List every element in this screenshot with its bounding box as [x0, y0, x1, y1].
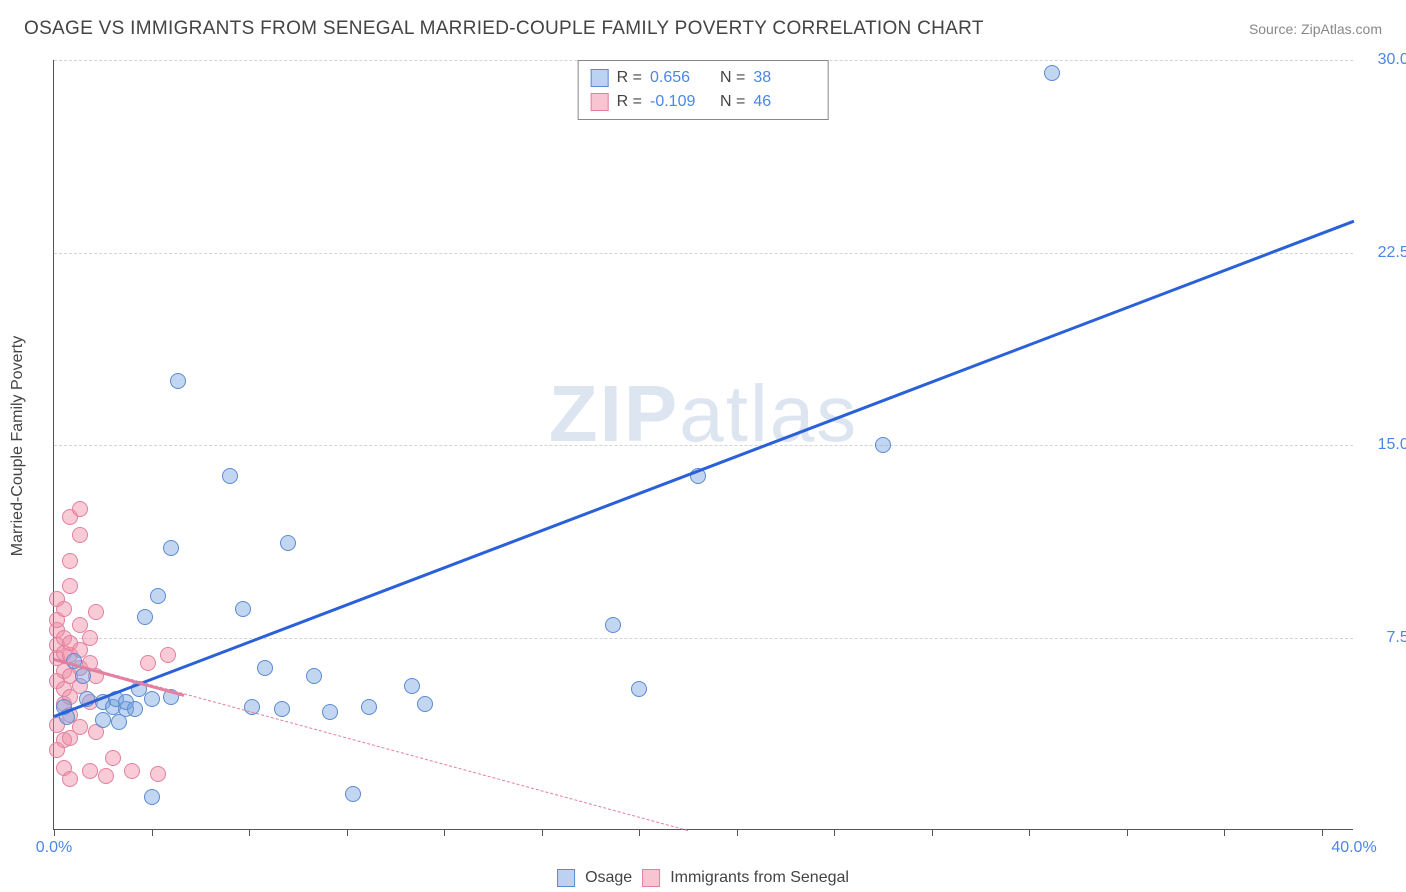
- scatter-point: [150, 588, 166, 604]
- scatter-point: [306, 668, 322, 684]
- legend-bottom-swatch-0: [557, 869, 575, 887]
- header: OSAGE VS IMMIGRANTS FROM SENEGAL MARRIED…: [24, 18, 1382, 40]
- scatter-point: [137, 609, 153, 625]
- scatter-point: [322, 704, 338, 720]
- scatter-point: [1044, 65, 1060, 81]
- x-tick: [1224, 830, 1225, 836]
- gridline-h: [54, 253, 1353, 254]
- scatter-point: [124, 763, 140, 779]
- scatter-point: [345, 786, 361, 802]
- scatter-point: [72, 501, 88, 517]
- x-tick: [1127, 830, 1128, 836]
- legend-series-name-1: Immigrants from Senegal: [670, 869, 849, 887]
- scatter-point: [631, 681, 647, 697]
- scatter-point: [235, 601, 251, 617]
- scatter-point: [105, 750, 121, 766]
- scatter-point: [605, 617, 621, 633]
- gridline-h: [54, 638, 1353, 639]
- r-value-0: 0.656: [650, 66, 712, 90]
- scatter-point: [62, 553, 78, 569]
- x-tick: [152, 830, 153, 836]
- scatter-point: [140, 655, 156, 671]
- scatter-point: [144, 789, 160, 805]
- r-label-0: R =: [617, 66, 642, 90]
- n-value-0: 38: [753, 66, 815, 90]
- scatter-point: [280, 535, 296, 551]
- regression-line: [54, 219, 1355, 717]
- n-value-1: 46: [753, 90, 815, 114]
- legend-stats: R = 0.656 N = 38 R = -0.109 N = 46: [578, 60, 829, 120]
- scatter-point: [274, 701, 290, 717]
- legend-stats-row-0: R = 0.656 N = 38: [591, 66, 816, 90]
- legend-series: Osage Immigrants from Senegal: [557, 869, 849, 887]
- scatter-point: [160, 647, 176, 663]
- n-label-0: N =: [720, 66, 745, 90]
- x-tick: [54, 830, 55, 836]
- x-tick-label: 0.0%: [36, 839, 72, 857]
- scatter-point: [875, 437, 891, 453]
- y-tick-label: 7.5%: [1387, 629, 1406, 647]
- legend-swatch-1: [591, 93, 609, 111]
- scatter-point: [144, 691, 160, 707]
- scatter-point: [62, 578, 78, 594]
- r-label-1: R =: [617, 90, 642, 114]
- gridline-h: [54, 445, 1353, 446]
- chart-title: OSAGE VS IMMIGRANTS FROM SENEGAL MARRIED…: [24, 18, 984, 40]
- scatter-point: [127, 701, 143, 717]
- scatter-point: [62, 771, 78, 787]
- scatter-point: [170, 373, 186, 389]
- scatter-point: [417, 696, 433, 712]
- scatter-point: [222, 468, 238, 484]
- x-tick: [932, 830, 933, 836]
- scatter-point: [82, 630, 98, 646]
- n-label-1: N =: [720, 90, 745, 114]
- scatter-point: [257, 660, 273, 676]
- legend-series-name-0: Osage: [585, 869, 632, 887]
- x-tick: [834, 830, 835, 836]
- scatter-point: [150, 766, 166, 782]
- scatter-point: [163, 540, 179, 556]
- legend-bottom-swatch-1: [642, 869, 660, 887]
- x-tick: [1029, 830, 1030, 836]
- x-tick: [347, 830, 348, 836]
- scatter-point: [98, 768, 114, 784]
- r-value-1: -0.109: [650, 90, 712, 114]
- x-tick: [639, 830, 640, 836]
- x-tick: [542, 830, 543, 836]
- source-label: Source: ZipAtlas.com: [1249, 21, 1382, 37]
- y-tick-label: 30.0%: [1378, 51, 1406, 69]
- x-tick: [444, 830, 445, 836]
- scatter-point: [111, 714, 127, 730]
- chart-plot-area: ZIPatlas 7.5%15.0%22.5%30.0%0.0%40.0%: [53, 60, 1353, 830]
- legend-swatch-0: [591, 69, 609, 87]
- scatter-point: [56, 601, 72, 617]
- scatter-point: [361, 699, 377, 715]
- x-tick-label: 40.0%: [1331, 839, 1376, 857]
- x-tick: [249, 830, 250, 836]
- y-tick-label: 15.0%: [1378, 436, 1406, 454]
- x-tick: [1322, 830, 1323, 836]
- scatter-point: [72, 719, 88, 735]
- y-tick-label: 22.5%: [1378, 244, 1406, 262]
- legend-stats-row-1: R = -0.109 N = 46: [591, 90, 816, 114]
- y-axis-label: Married-Couple Family Poverty: [9, 336, 27, 557]
- scatter-point: [72, 527, 88, 543]
- scatter-point: [88, 604, 104, 620]
- scatter-point: [404, 678, 420, 694]
- scatter-point: [82, 763, 98, 779]
- x-tick: [737, 830, 738, 836]
